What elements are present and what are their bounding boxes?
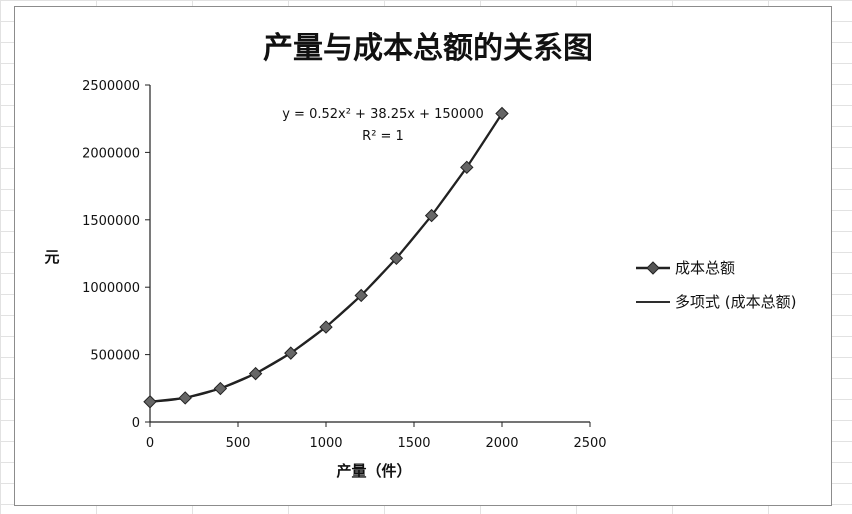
- legend-label-series-1: 成本总额: [675, 259, 735, 277]
- trendline-equation: y = 0.52x² + 38.25x + 150000: [282, 107, 484, 122]
- data-point-marker[interactable]: [424, 208, 439, 223]
- y-tick-label: 1000000: [82, 281, 140, 296]
- x-tick-label: 2500: [573, 436, 606, 451]
- y-tick-label: 2000000: [82, 146, 140, 161]
- data-point-marker[interactable]: [354, 288, 368, 303]
- x-tick-label: 1500: [397, 436, 430, 451]
- x-tick-label: 1000: [309, 436, 342, 451]
- x-tick-label: 0: [146, 436, 154, 451]
- y-tick-label: 0: [132, 416, 140, 431]
- y-tick-label: 2500000: [82, 79, 140, 94]
- diamond-marker-icon: [646, 261, 660, 275]
- legend-item-series-2[interactable]: 多项式 (成本总额): [636, 293, 796, 311]
- data-point-marker[interactable]: [248, 366, 263, 381]
- legend[interactable]: 成本总额 多项式 (成本总额): [636, 259, 796, 311]
- y-tick-label: 1500000: [82, 214, 140, 229]
- series-layer: [143, 106, 509, 409]
- x-tick-label: 2000: [485, 436, 518, 451]
- data-point-marker[interactable]: [319, 320, 333, 334]
- legend-label-series-2: 多项式 (成本总额): [675, 293, 796, 311]
- x-axis-title: 产量（件）: [336, 462, 411, 480]
- data-point-marker[interactable]: [213, 381, 228, 396]
- trendline-polynomial: [149, 113, 503, 403]
- data-point-marker[interactable]: [389, 251, 404, 266]
- tick-labels: 0 500000 1000000 1500000 2000000 2500000 0 500 1…: [82, 79, 606, 451]
- trendline-r-squared: R² = 1: [362, 129, 404, 144]
- y-axis-title: 元: [44, 248, 59, 266]
- data-point-marker[interactable]: [284, 346, 298, 360]
- chart-title: 产量与成本总额的关系图: [263, 31, 593, 66]
- data-point-marker[interactable]: [178, 391, 192, 405]
- series-line: [149, 112, 503, 403]
- y-tick-label: 500000: [90, 349, 140, 364]
- data-point-marker[interactable]: [495, 106, 509, 121]
- axes: [145, 84, 591, 427]
- data-point-marker[interactable]: [143, 395, 157, 409]
- data-point-marker[interactable]: [460, 160, 474, 175]
- x-tick-label: 500: [226, 436, 251, 451]
- legend-item-series-1[interactable]: 成本总额: [636, 259, 735, 277]
